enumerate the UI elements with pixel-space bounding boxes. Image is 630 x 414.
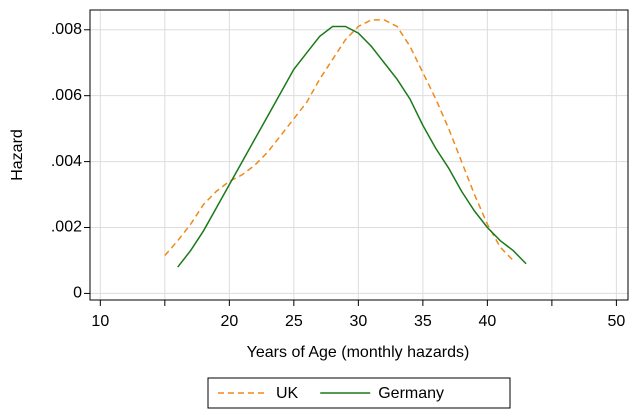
legend-label: Germany — [378, 385, 444, 402]
y-tick-label: .004 — [51, 153, 82, 170]
y-tick-label: .002 — [51, 219, 82, 236]
x-tick-label: 40 — [478, 313, 496, 330]
x-tick-label: 30 — [349, 313, 367, 330]
line-series — [177, 25, 527, 268]
y-tick-label: .008 — [51, 21, 82, 38]
x-tick-label: 10 — [91, 313, 109, 330]
y-tick-label: .006 — [51, 87, 82, 104]
x-tick-label: 25 — [285, 313, 303, 330]
x-tick-label: 35 — [414, 313, 432, 330]
plot-frame — [89, 9, 629, 301]
x-tick-label: 50 — [607, 313, 625, 330]
line-series — [164, 19, 514, 261]
x-tick-label: 20 — [220, 313, 238, 330]
legend-label: UK — [276, 385, 299, 402]
y-tick-label: 0 — [73, 285, 82, 302]
x-axis-title: Years of Age (monthly hazards) — [247, 344, 470, 361]
y-axis-title: Hazard — [9, 129, 26, 181]
